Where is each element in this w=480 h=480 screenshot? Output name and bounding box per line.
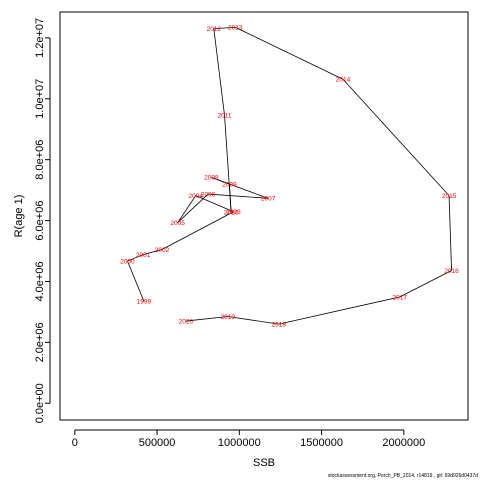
y-axis-label: R(age 1) xyxy=(13,195,25,238)
point-label: 2017 xyxy=(392,294,407,301)
x-tick-label: 0 xyxy=(72,437,78,449)
point-label: 2003 xyxy=(226,209,241,216)
y-tick-label: 6.0e+06 xyxy=(34,201,46,241)
series-segment xyxy=(213,28,225,116)
point-label: 2001 xyxy=(136,252,151,259)
x-tick-label: 1000000 xyxy=(218,437,261,449)
series-segment xyxy=(235,26,344,80)
footnote: stockassessment.org, Perch_PB_2014, r148… xyxy=(328,473,478,479)
y-tick-label: 4.0e+06 xyxy=(34,261,46,301)
y-tick-label: 8.0e+06 xyxy=(34,140,46,180)
series-segment xyxy=(278,296,400,325)
point-label: 2006 xyxy=(201,191,216,198)
series-segment xyxy=(227,316,279,325)
point-label: 2018 xyxy=(272,321,287,328)
point-label: 2020 xyxy=(179,318,194,325)
y-tick-label: 0.0e+00 xyxy=(34,383,46,423)
point-label: 2016 xyxy=(444,268,459,275)
point-label: 2007 xyxy=(261,196,276,203)
x-tick-label: 1500000 xyxy=(300,437,343,449)
y-axis: 0.0e+00 2.0e+06 4.0e+06 6.0e+06 8.0e+06 1.0e+… xyxy=(34,18,51,423)
point-label: 2014 xyxy=(336,77,351,84)
x-axis-label: SSB xyxy=(253,457,275,469)
series-segment xyxy=(177,195,197,223)
point-label: 2009 xyxy=(222,181,237,188)
series-segment xyxy=(213,26,236,30)
series-path xyxy=(127,26,452,325)
series-segment xyxy=(399,270,452,298)
series-segment xyxy=(208,193,269,199)
series-segment xyxy=(142,249,163,256)
series-segment xyxy=(342,79,450,196)
point-label: 2002 xyxy=(155,247,170,254)
series-segment xyxy=(211,176,230,185)
series-segment xyxy=(127,254,144,262)
x-tick-label: 500000 xyxy=(139,437,176,449)
point-label: 2008 xyxy=(204,175,219,182)
series-segment xyxy=(448,195,452,271)
y-tick-label: 2.0e+06 xyxy=(34,322,46,362)
point-label: 2019 xyxy=(221,314,236,321)
point-label: 2013 xyxy=(228,25,243,32)
point-label: 2000 xyxy=(120,258,135,265)
plot-frame xyxy=(59,11,469,421)
series-segment xyxy=(177,193,209,223)
series-segment xyxy=(127,260,145,302)
point-label: 2005 xyxy=(170,220,185,227)
x-axis: 0 500000 1000000 1500000 2000000 xyxy=(72,429,425,449)
point-label: 2012 xyxy=(207,26,222,33)
series-segment xyxy=(161,211,234,250)
series-segment xyxy=(195,195,234,213)
series-segment xyxy=(185,316,228,322)
point-label: 2011 xyxy=(218,113,232,120)
point-label: 2010 xyxy=(224,209,239,216)
point-label: 2004 xyxy=(188,193,203,200)
series-segment xyxy=(224,115,232,213)
y-tick-label: 1.0e+07 xyxy=(34,79,46,119)
point-label: 1999 xyxy=(137,299,152,306)
y-tick-label: 1.2e+07 xyxy=(34,18,46,58)
point-label: 2015 xyxy=(442,193,457,200)
x-tick-label: 2000000 xyxy=(382,437,425,449)
